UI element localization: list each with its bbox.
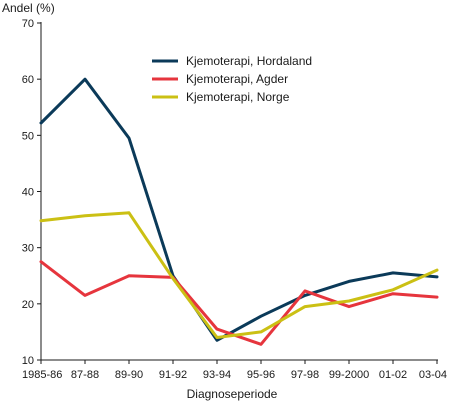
y-tick-label: 60 <box>22 74 34 86</box>
legend-label: Kjemoterapi, Norge <box>186 90 290 104</box>
x-tick-label: 99-2000 <box>329 369 369 381</box>
y-tick-label: 10 <box>22 355 34 367</box>
x-axis-title: Diagnoseperiode <box>187 387 278 401</box>
x-tick-label: 87-88 <box>71 369 99 381</box>
legend-label: Kjemoterapi, Hordaland <box>186 54 312 68</box>
y-tick-label: 40 <box>22 187 34 199</box>
y-tick-label: 30 <box>22 243 34 255</box>
y-ticks: 10 20 30 40 50 60 70 <box>22 18 41 367</box>
x-tick-label: 97-98 <box>291 369 319 381</box>
series-line-2 <box>39 211 439 339</box>
series-line-1 <box>39 260 439 346</box>
series-lines <box>39 77 439 346</box>
y-tick-label: 20 <box>22 299 34 311</box>
x-tick-label: 93-94 <box>203 369 231 381</box>
x-ticks: 1985-86 87-88 89-90 91-92 93-94 95-96 97-98 99-… <box>22 360 447 381</box>
x-tick-label: 91-92 <box>159 369 187 381</box>
series-line-0 <box>39 77 439 342</box>
legend: Kjemoterapi, Hordaland Kjemoterapi, Agder… <box>152 54 312 104</box>
x-tick-label: 01-02 <box>379 369 407 381</box>
y-tick-label: 50 <box>22 130 34 142</box>
legend-label: Kjemoterapi, Agder <box>186 72 288 86</box>
x-tick-label: 1985-86 <box>22 369 62 381</box>
y-tick-label: 70 <box>22 18 34 30</box>
x-tick-label: 95-96 <box>247 369 275 381</box>
x-tick-label: 03-04 <box>419 369 447 381</box>
x-tick-label: 89-90 <box>115 369 143 381</box>
y-axis-title: Andel (%) <box>2 1 55 15</box>
